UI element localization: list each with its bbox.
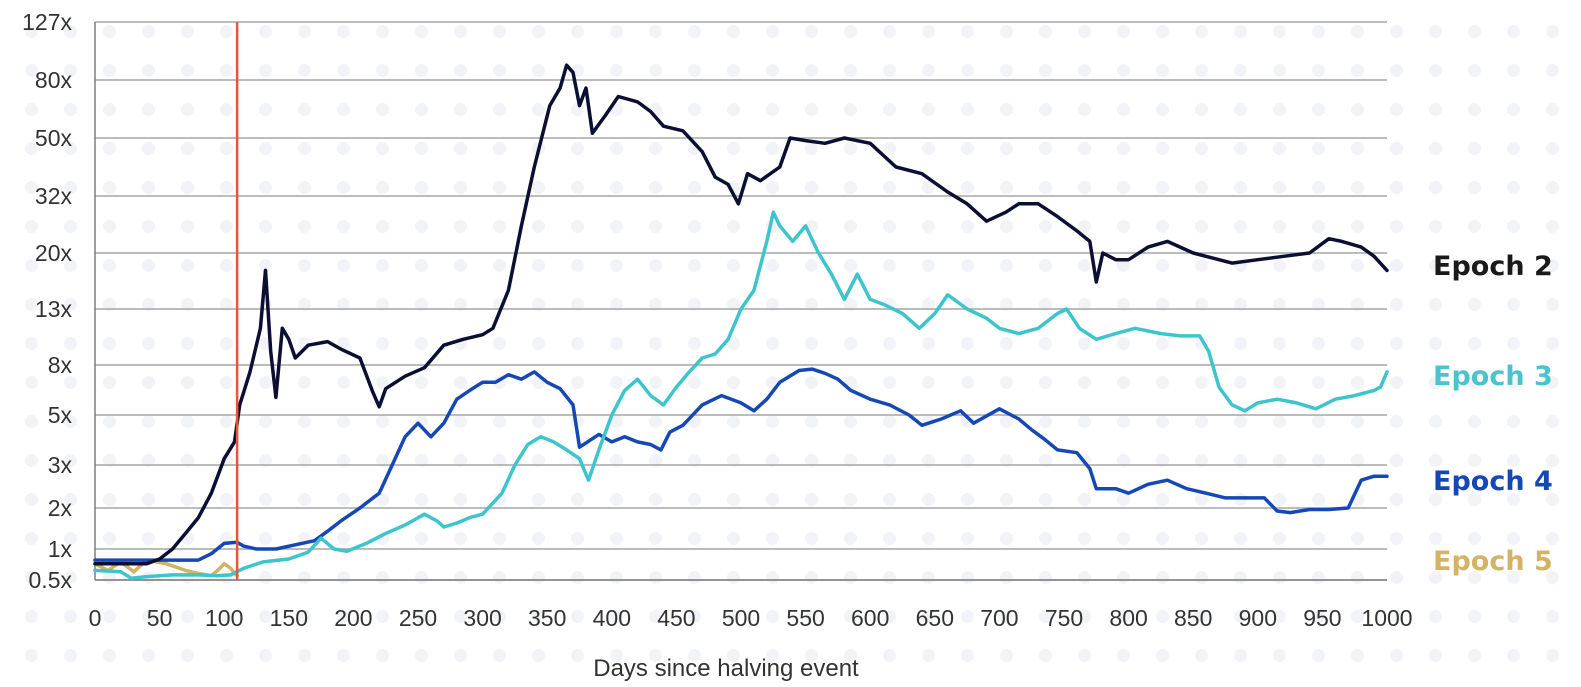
x-tick-label: 200 (334, 605, 372, 631)
y-tick-label: 8x (48, 352, 73, 378)
legend: Epoch 2 Epoch 3 Epoch 4 Epoch 5 (1433, 251, 1553, 577)
x-tick-label: 800 (1109, 605, 1147, 631)
legend-label-epoch-2: Epoch 2 (1433, 251, 1553, 282)
x-tick-label: 850 (1174, 605, 1212, 631)
series-line-epoch-3 (93, 210, 1389, 580)
x-axis-title: Days since halving event (593, 655, 859, 682)
x-tick-label: 700 (980, 605, 1018, 631)
x-tick-label: 100 (205, 605, 243, 631)
legend-label-epoch-5: Epoch 5 (1433, 546, 1553, 577)
x-tick-label: 250 (399, 605, 437, 631)
y-tick-label: 1x (48, 536, 73, 562)
y-tick-label: 2x (48, 495, 73, 521)
y-axis-tick-labels: 0.5x 1x 2x 3x 5x 8x 13x 20x 32x 50x 80x 127x (22, 9, 72, 593)
x-tick-label: 900 (1239, 605, 1277, 631)
x-tick-label: 650 (916, 605, 954, 631)
x-tick-label: 450 (657, 605, 695, 631)
x-tick-label: 350 (528, 605, 566, 631)
y-tick-label: 13x (35, 296, 73, 322)
y-tick-label: 32x (35, 183, 73, 209)
x-axis-tick-labels: 0 50 100 150 200 250 300 350 400 450 500 550 600 650 7… (89, 605, 1413, 631)
x-tick-label: 1000 (1361, 605, 1412, 631)
y-tick-label: 3x (48, 452, 73, 478)
legend-label-epoch-4: Epoch 4 (1433, 466, 1553, 497)
x-tick-label: 50 (147, 605, 173, 631)
series-lines (93, 63, 1389, 580)
legend-label-epoch-3: Epoch 3 (1433, 361, 1553, 392)
x-tick-label: 0 (89, 605, 102, 631)
y-tick-label: 127x (22, 9, 72, 35)
y-tick-label: 5x (48, 402, 73, 428)
x-tick-label: 750 (1045, 605, 1083, 631)
x-tick-label: 550 (786, 605, 824, 631)
x-tick-label: 150 (270, 605, 308, 631)
series-line-epoch-2 (93, 63, 1389, 566)
x-tick-label: 950 (1303, 605, 1341, 631)
y-tick-label: 50x (35, 125, 73, 151)
x-tick-label: 400 (593, 605, 631, 631)
y-tick-label: 0.5x (29, 567, 73, 593)
y-tick-label: 20x (35, 240, 73, 266)
series-line-epoch-4 (93, 367, 1389, 562)
y-tick-label: 80x (35, 67, 73, 93)
x-tick-label: 300 (463, 605, 501, 631)
gridlines (95, 21, 1387, 581)
x-tick-label: 600 (851, 605, 889, 631)
x-tick-label: 500 (722, 605, 760, 631)
